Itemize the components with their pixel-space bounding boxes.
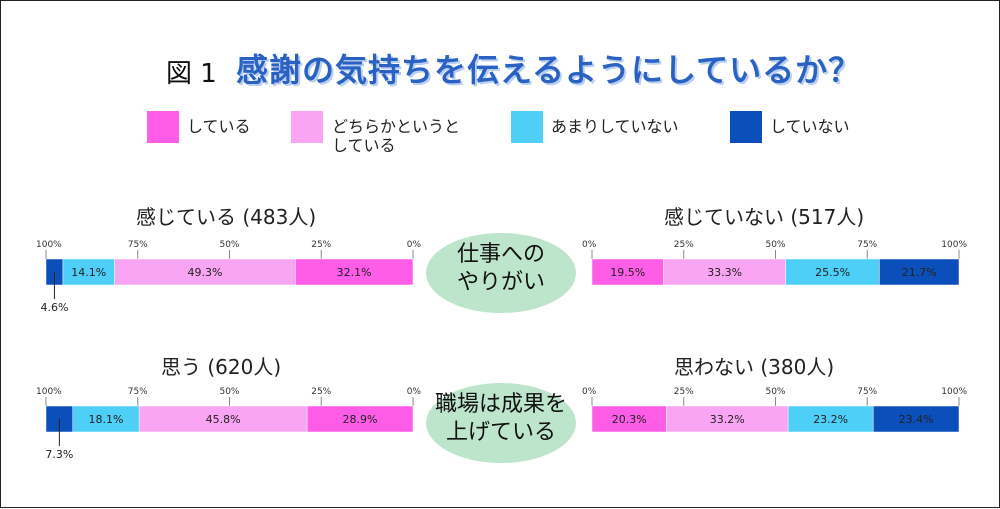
segment-label: 33.2% [710,413,745,426]
tick-label: 0% [582,240,597,250]
legend-swatch-shiteinai [730,111,762,143]
tick-label: 100% [36,387,62,397]
segment-label: 18.1% [88,413,123,426]
legend-swatch-amari [511,111,543,143]
legend-label-shiteinai: していない [770,117,850,136]
tick-label: 50% [219,240,239,250]
tick-label: 0% [407,387,422,397]
legend-label-dochiraka: どちらかというと している [332,117,461,155]
bar-segment [138,405,308,433]
tick-label: 25% [674,387,694,397]
panel-title-1: 感じている (483人) [136,205,317,229]
tick-label: 100% [36,240,62,250]
tick-label: 100% [941,387,967,397]
bar-segment [72,405,140,433]
bar-segment [872,405,960,433]
tick-label: 75% [857,240,877,250]
category-label-2: 職場は成果を 上げている [434,392,567,445]
segment-label: 4.6% [40,301,68,314]
bar-segment [62,258,115,286]
segment-label: 7.3% [45,448,73,461]
segment-label: 32.1% [337,266,372,279]
bar-segment [787,405,874,433]
figure-number: 図 1 [166,59,217,89]
tick-label: 100% [941,240,967,250]
bar-segment [879,258,960,286]
panel-title-2: 感じていない (517人) [664,205,865,229]
segment-label: 25.5% [815,266,850,279]
bar-segment [785,258,880,286]
panel-title-4: 思わない (380人) [674,355,835,379]
tick-label: 25% [311,387,331,397]
tick-label: 75% [857,387,877,397]
segment-label: 21.7% [902,266,937,279]
bar-segment [663,258,787,286]
category-label-1: 仕事への やりがい [456,242,545,295]
tick-label: 0% [582,387,597,397]
segment-label: 23.4% [899,413,934,426]
bar-segment [591,258,664,286]
segment-label: 33.3% [707,266,742,279]
legend-label-amari: あまりしていない [551,117,679,136]
tick-label: 50% [765,387,785,397]
tick-label: 50% [765,240,785,250]
tick-label: 25% [311,240,331,250]
tick-label: 25% [674,240,694,250]
legend-swatch-shiteiru [147,111,179,143]
panel-title-3: 思う (620人) [161,355,282,379]
category-ellipse-2 [426,383,576,463]
segment-label: 14.1% [71,266,106,279]
segment-label: 49.3% [187,266,222,279]
bar-segment [666,405,789,433]
bar-segment [295,258,414,286]
segment-label: 45.8% [206,413,241,426]
bar-segment [306,405,414,433]
segment-label: 19.5% [610,266,645,279]
legend-label-shiteiru: している [187,117,251,136]
tick-label: 75% [128,240,148,250]
figure-title: 感謝の気持ちを伝えるようにしているか？ [236,51,862,89]
tick-label: 50% [219,387,239,397]
segment-label: 20.3% [612,413,647,426]
segment-label: 23.2% [813,413,848,426]
tick-label: 75% [128,387,148,397]
bar-segment [114,258,296,286]
tick-label: 0% [407,240,422,250]
legend-swatch-dochiraka [291,111,323,143]
segment-label: 28.9% [343,413,378,426]
category-ellipse-1 [426,233,576,313]
